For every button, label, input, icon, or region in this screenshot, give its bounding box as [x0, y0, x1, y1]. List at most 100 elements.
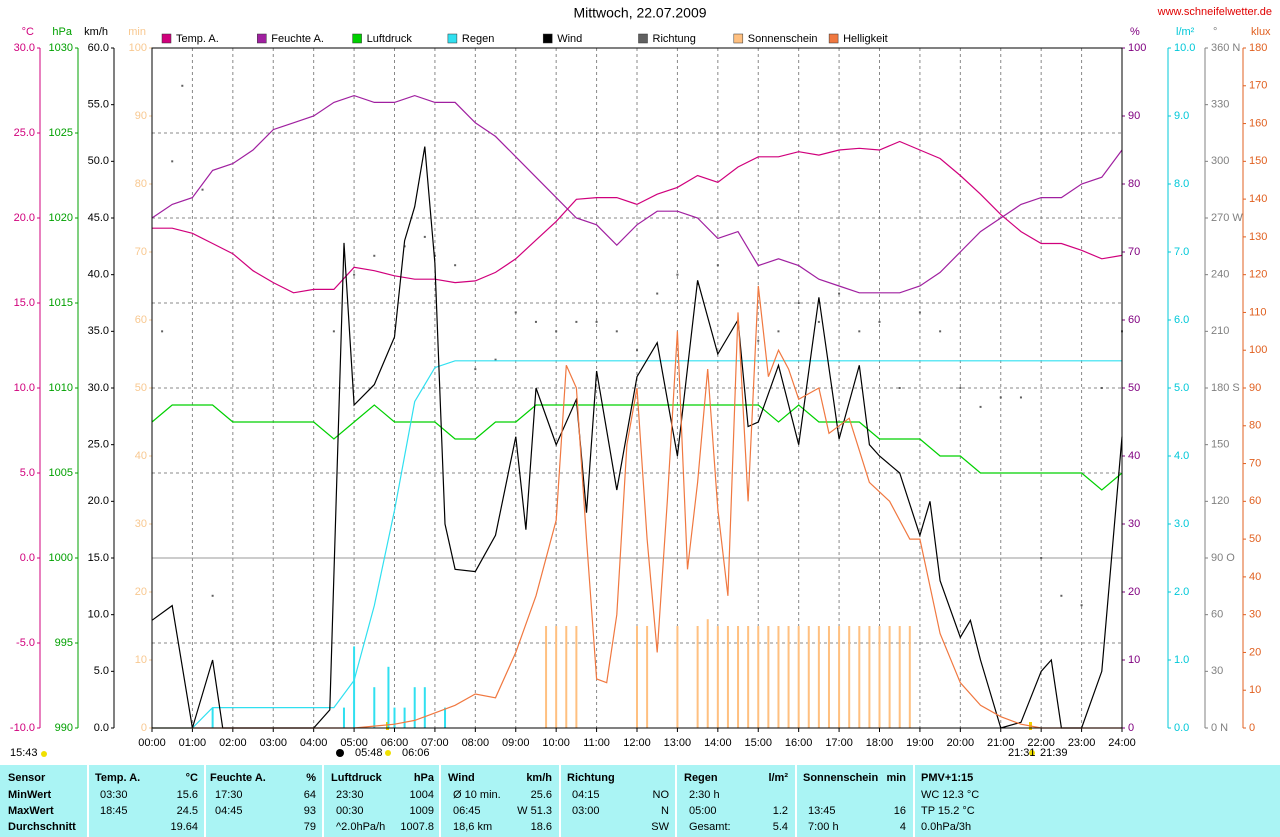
x-tick-label: 18:00: [866, 737, 894, 749]
y-tick-label: 60: [1249, 495, 1261, 507]
column-unit: %: [306, 772, 316, 784]
direction-dot: [615, 330, 618, 333]
rain-bar: [393, 707, 396, 728]
cell-value: N: [661, 805, 669, 817]
sunshine-bar: [858, 626, 861, 728]
axis-unit: l/m²: [1176, 26, 1195, 38]
direction-dot: [514, 311, 517, 314]
sunshine-bar: [827, 626, 830, 728]
cell-value: 79: [304, 821, 316, 833]
direction-dot: [1040, 557, 1043, 559]
x-tick-label: 15:00: [744, 737, 772, 749]
direction-dot: [777, 330, 780, 333]
sunshine-bar: [868, 626, 871, 728]
cell-time: Gesamt:: [689, 821, 731, 833]
series-line: [152, 140, 1123, 294]
y-tick-label: 0: [1249, 722, 1255, 734]
y-tick-label: 30: [135, 518, 147, 530]
axis-unit: °: [1213, 26, 1217, 38]
y-tick-label: 1025: [49, 127, 73, 139]
x-tick-label: 20:00: [947, 737, 975, 749]
sun-icon: [1029, 750, 1035, 756]
y-tick-label: 70: [1249, 457, 1261, 469]
y-tick-label: 10: [1128, 654, 1140, 666]
y-tick-label: 40: [1249, 571, 1261, 583]
y-tick-label: 60: [1211, 609, 1223, 621]
annotation: 21:39: [1040, 747, 1068, 759]
rain-bar: [444, 707, 447, 728]
x-tick-label: 02:00: [219, 737, 247, 749]
y-tick-label: 70: [1128, 246, 1140, 258]
cell-time: 7:00 h: [808, 821, 839, 833]
x-tick-label: 09:00: [502, 737, 530, 749]
x-tick-label: 21:00: [987, 737, 1015, 749]
cell-value: 1009: [410, 805, 434, 817]
legend-label: Temp. A.: [176, 33, 219, 45]
y-tick-label: 150: [1211, 439, 1229, 451]
cell-value: 18.6: [531, 821, 552, 833]
direction-dot: [423, 235, 426, 238]
y-tick-label: 25.0: [88, 439, 109, 451]
cell-value: SW: [651, 821, 669, 833]
legend-label: Feuchte A.: [271, 33, 324, 45]
rain-bar: [413, 687, 416, 728]
legend-swatch: [352, 33, 362, 44]
legend-label: Regen: [462, 33, 494, 45]
direction-dot: [878, 320, 881, 323]
direction-dot: [757, 339, 760, 342]
x-tick-label: 19:00: [906, 737, 934, 749]
sunshine-bar: [565, 626, 568, 728]
y-tick-label: 0: [1128, 722, 1134, 734]
direction-dot: [575, 320, 578, 323]
direction-dot: [817, 320, 820, 323]
cell-value: 1004: [410, 789, 434, 801]
y-tick-label: 20.0: [14, 212, 35, 224]
column-unit: min: [886, 772, 906, 784]
y-tick-label: 40.0: [88, 269, 109, 281]
sunshine-bar: [848, 626, 851, 728]
x-tick-label: 07:00: [421, 737, 449, 749]
sunshine-bar: [878, 626, 881, 728]
y-tick-label: 2.0: [1174, 586, 1189, 598]
y-tick-label: -10.0: [10, 722, 35, 734]
cell-time: 17:30: [215, 789, 243, 801]
y-tick-label: -5.0: [16, 637, 35, 649]
y-tick-label: 1000: [49, 552, 73, 564]
cell-time: Ø 10 min.: [453, 789, 501, 801]
sunshine-bar: [888, 626, 891, 728]
cell-time: 04:45: [215, 805, 243, 817]
cell-value: 93: [304, 805, 316, 817]
y-tick-label: 120: [1249, 269, 1267, 281]
y-tick-label: 30: [1249, 609, 1261, 621]
column-header: Temp. A.: [95, 772, 140, 784]
annotation: 06:06: [402, 747, 430, 759]
y-tick-label: 15.0: [14, 297, 35, 309]
direction-dot: [454, 264, 457, 267]
y-tick-label: 130: [1249, 231, 1267, 243]
y-tick-label: 120: [1211, 495, 1229, 507]
rain-bar: [211, 707, 214, 728]
y-tick-label: 0.0: [94, 722, 109, 734]
legend-label: Sonnenschein: [748, 33, 818, 45]
y-tick-label: 100: [129, 42, 147, 54]
y-tick-label: 1010: [49, 382, 73, 394]
y-tick-label: 30: [1128, 518, 1140, 530]
y-tick-label: 30.0: [14, 42, 35, 54]
x-tick-label: 17:00: [825, 737, 853, 749]
y-tick-label: 1030: [49, 42, 73, 54]
column-header: PMV+1:15: [921, 772, 973, 784]
y-tick-label: 0.0: [1174, 722, 1189, 734]
legend-swatch: [638, 33, 648, 44]
series-line: [151, 146, 1123, 729]
direction-dot: [161, 330, 164, 333]
y-tick-label: 60.0: [88, 42, 109, 54]
y-tick-label: 15.0: [88, 552, 109, 564]
direction-dot: [959, 387, 962, 389]
legend-swatch: [733, 33, 744, 44]
annotation: 05:48: [355, 747, 383, 759]
sunshine-bar: [807, 626, 810, 728]
sunshine-bar: [555, 626, 558, 728]
sunshine-bar: [747, 626, 750, 728]
source-link[interactable]: www.schneifelwetter.de: [1157, 6, 1272, 18]
rain-bar: [342, 707, 345, 728]
